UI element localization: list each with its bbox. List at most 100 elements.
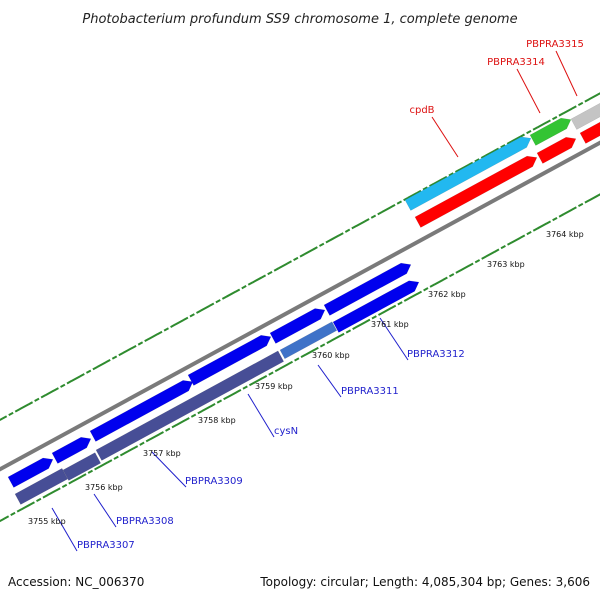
outer-tick xyxy=(552,115,558,121)
callout-line xyxy=(151,451,187,488)
outer-tick xyxy=(70,375,81,382)
outer-tick xyxy=(122,347,133,354)
gene-label-PBPRA3311[interactable]: PBPRA3311 xyxy=(341,386,399,397)
outer-tick xyxy=(92,366,98,371)
scale-label: 3759 kbp xyxy=(255,382,293,391)
inner-tick xyxy=(433,278,444,286)
outer-tick xyxy=(157,330,163,335)
outer-tick xyxy=(247,281,254,286)
gene-bar-cpdB xyxy=(404,136,532,211)
gene-label-PBPRA3307[interactable]: PBPRA3307 xyxy=(77,540,135,551)
inner-tick xyxy=(455,269,461,274)
inner-tick xyxy=(94,466,100,471)
outer-tick xyxy=(355,220,366,227)
inner-tick xyxy=(3,515,10,520)
inner-tick xyxy=(236,389,242,394)
outer-tick xyxy=(422,186,428,191)
inner-tick xyxy=(242,385,248,390)
inner-tick xyxy=(149,433,160,440)
gene-label-PBPRA3314[interactable]: PBPRA3314 xyxy=(487,57,545,68)
outer-tick xyxy=(500,144,506,149)
scale-label: 3764 kbp xyxy=(546,230,584,239)
gene-label-PBPRA3308[interactable]: PBPRA3308 xyxy=(116,516,174,527)
inner-tick xyxy=(294,357,300,362)
inner-tick xyxy=(175,419,186,426)
callout-line xyxy=(51,507,78,552)
inner-tick xyxy=(55,487,61,492)
gene-bar-reverse xyxy=(536,136,577,164)
outer-tick xyxy=(429,182,435,188)
chromosome-backbone xyxy=(0,140,600,472)
gene-label-cysN[interactable]: cysN xyxy=(274,426,298,437)
outer-tick xyxy=(170,323,176,328)
inner-tick xyxy=(268,371,274,376)
outer-tick xyxy=(85,369,92,374)
inner-tick xyxy=(558,213,564,218)
outer-tick xyxy=(163,327,169,332)
inner-tick xyxy=(253,377,263,384)
inner-tick xyxy=(356,321,367,328)
inner-tick xyxy=(403,297,410,302)
outer-tick xyxy=(19,403,29,411)
inner-tick xyxy=(459,264,470,272)
inner-tick xyxy=(287,360,293,366)
outer-tick xyxy=(519,133,525,138)
outer-tick xyxy=(433,178,444,185)
inner-tick xyxy=(526,230,532,236)
inner-tick xyxy=(20,503,31,511)
inner-tick xyxy=(448,273,455,278)
callout-line xyxy=(379,317,409,361)
inner-tick xyxy=(124,447,134,455)
gene-bar-forward xyxy=(7,457,54,488)
outer-tick xyxy=(480,154,487,159)
outer-tick xyxy=(474,158,480,163)
outer-tick xyxy=(131,344,137,350)
gene-label-PBPRA3312[interactable]: PBPRA3312 xyxy=(407,349,465,360)
inner-tick xyxy=(326,339,332,344)
outer-tick xyxy=(329,234,340,242)
outer-tick xyxy=(506,140,513,145)
gene-bar-forward xyxy=(187,335,272,386)
outer-tick xyxy=(208,302,215,307)
scale-label: 3758 kbp xyxy=(198,416,236,425)
inner-tick xyxy=(139,441,145,446)
outer-tick xyxy=(234,288,241,293)
outer-tick xyxy=(454,168,461,173)
inner-tick xyxy=(279,363,289,370)
inner-tick xyxy=(494,248,500,253)
gene-bar-reverse xyxy=(414,155,538,228)
gene-label-PBPRA3309[interactable]: PBPRA3309 xyxy=(185,476,243,487)
inner-tick xyxy=(10,511,16,517)
outer-tick xyxy=(221,295,228,300)
scale-label: 3755 kbp xyxy=(28,517,66,526)
outer-tick xyxy=(137,341,144,346)
inner-tick xyxy=(210,403,216,408)
outer-tick xyxy=(448,172,454,177)
gene-label-PBPRA3315[interactable]: PBPRA3315 xyxy=(526,39,584,50)
callout-line xyxy=(317,364,342,398)
inner-tick xyxy=(319,343,326,348)
outer-tick xyxy=(79,373,85,378)
inner-tick xyxy=(165,427,171,432)
outer-tick xyxy=(407,192,418,199)
inner-tick xyxy=(588,194,599,202)
outer-tick xyxy=(215,299,221,304)
callout-line xyxy=(93,493,117,528)
inner-tick xyxy=(42,494,48,499)
inner-tick xyxy=(145,438,152,443)
gene-bar-forward xyxy=(323,262,412,316)
outer-tick xyxy=(267,270,273,276)
inner-tick xyxy=(304,349,315,356)
outer-tick xyxy=(60,383,66,388)
inner-tick xyxy=(519,234,526,239)
inner-tick xyxy=(68,480,74,485)
inner-tick xyxy=(397,301,403,306)
scale-label: 3757 kbp xyxy=(143,449,181,458)
gene-label-cpdB[interactable]: cpdB xyxy=(409,105,434,116)
outer-tick xyxy=(364,218,370,223)
inner-tick xyxy=(339,332,345,337)
outer-tick xyxy=(8,411,14,417)
outer-tick xyxy=(96,361,107,368)
inner-tick xyxy=(113,455,119,460)
